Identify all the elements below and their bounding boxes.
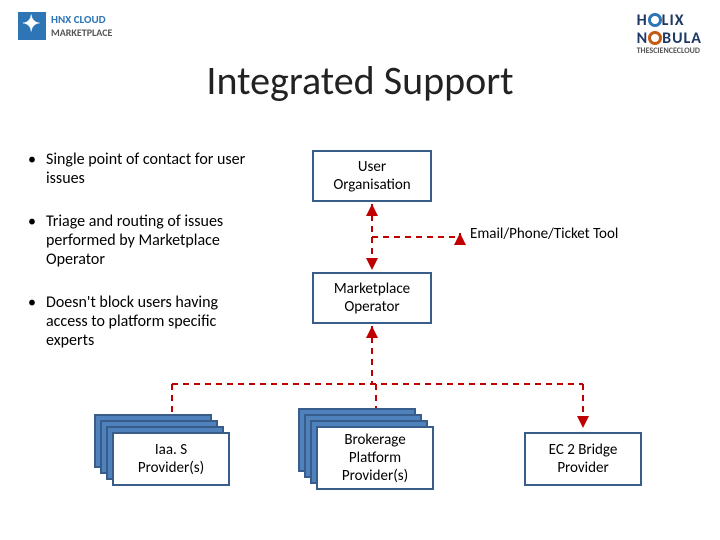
bullet-item: Single point of contact for user issues bbox=[28, 150, 258, 188]
page-title: Integrated Support bbox=[0, 56, 720, 105]
bullet-item: Triage and routing of issues performed b… bbox=[28, 212, 258, 269]
node-iaas: Iaa. SProvider(s) bbox=[112, 432, 230, 486]
node-ec2: EC 2 BridgeProvider bbox=[524, 432, 642, 486]
bullet-list: Single point of contact for user issues … bbox=[28, 150, 258, 374]
node-user_org: UserOrganisation bbox=[312, 150, 432, 202]
bullet-item: Doesn't block users having access to pla… bbox=[28, 293, 258, 350]
hnx-icon bbox=[18, 12, 46, 40]
logo-helix: HLIX NBULA THESCIENCECLOUD bbox=[637, 12, 702, 56]
logo-left-line2: MARKETPLACE bbox=[51, 27, 112, 38]
logo-hnx: HNX CLOUD MARKETPLACE bbox=[18, 12, 112, 40]
node-mkt_op: MarketplaceOperator bbox=[312, 272, 432, 324]
annotation-channel: Email/Phone/Ticket Tool bbox=[470, 225, 618, 243]
logo-left-line1: HNX CLOUD bbox=[51, 14, 112, 26]
node-broker: BrokeragePlatformProvider(s) bbox=[316, 426, 434, 490]
